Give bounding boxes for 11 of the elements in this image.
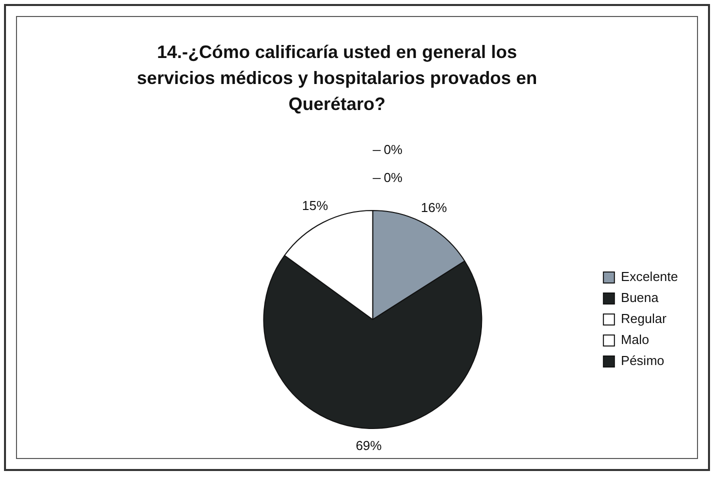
legend-label: Pésimo bbox=[620, 353, 664, 368]
legend-label: Excelente bbox=[620, 269, 678, 284]
data-label: 69% bbox=[356, 438, 382, 454]
legend-label: Regular bbox=[620, 311, 668, 326]
text: 0% bbox=[384, 170, 402, 186]
text: 0% bbox=[384, 142, 402, 158]
legend-label: Malo bbox=[620, 332, 650, 348]
data-label: 16% bbox=[420, 200, 448, 215]
legend-label: Buena bbox=[620, 290, 660, 306]
data-label: 15% bbox=[302, 198, 328, 213]
chart-title: 14.-¿Cómo calificaría usted en general los servicios médicos y hospitalarios provados en Querétaro? bbox=[136, 41, 538, 116]
